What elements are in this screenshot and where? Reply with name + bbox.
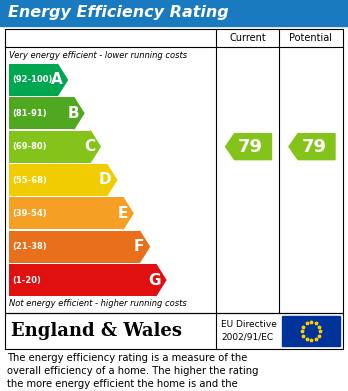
Text: (81-91): (81-91) — [12, 109, 47, 118]
Polygon shape — [123, 197, 133, 229]
Text: 79: 79 — [301, 138, 326, 156]
Bar — [9, 131, 90, 163]
Polygon shape — [106, 164, 117, 196]
Text: F: F — [134, 239, 144, 254]
Text: EU Directive
2002/91/EC: EU Directive 2002/91/EC — [221, 320, 277, 342]
Text: Not energy efficient - higher running costs: Not energy efficient - higher running co… — [9, 300, 187, 308]
Text: England & Wales: England & Wales — [11, 322, 182, 340]
Bar — [5, 29, 343, 313]
Polygon shape — [156, 264, 166, 296]
Polygon shape — [289, 134, 335, 160]
Bar — [9, 264, 156, 296]
Bar — [9, 164, 106, 196]
Text: (39-54): (39-54) — [12, 209, 47, 218]
Text: Energy Efficiency Rating: Energy Efficiency Rating — [8, 5, 229, 20]
Text: B: B — [67, 106, 79, 121]
Text: (55-68): (55-68) — [12, 176, 47, 185]
Text: A: A — [51, 72, 62, 88]
Polygon shape — [90, 131, 100, 163]
Text: (21-38): (21-38) — [12, 242, 47, 251]
Text: (69-80): (69-80) — [12, 142, 47, 151]
Text: G: G — [148, 273, 161, 287]
Text: Potential: Potential — [290, 33, 332, 43]
Polygon shape — [226, 134, 271, 160]
Text: 79: 79 — [238, 138, 263, 156]
Bar — [9, 231, 140, 263]
Text: D: D — [99, 172, 112, 188]
Text: Very energy efficient - lower running costs: Very energy efficient - lower running co… — [9, 52, 187, 61]
Bar — [5, 313, 343, 349]
Text: (92-100): (92-100) — [12, 75, 53, 84]
Text: E: E — [118, 206, 128, 221]
Bar — [9, 64, 57, 96]
Text: (1-20): (1-20) — [12, 276, 41, 285]
Bar — [9, 197, 123, 229]
Bar — [282, 316, 340, 346]
Polygon shape — [140, 231, 149, 263]
Bar — [9, 97, 74, 129]
Text: Current: Current — [229, 33, 266, 43]
Text: C: C — [84, 139, 95, 154]
Text: The energy efficiency rating is a measure of the
overall efficiency of a home. T: The energy efficiency rating is a measur… — [7, 353, 259, 391]
Polygon shape — [57, 64, 68, 96]
Bar — [0, 0, 348, 26]
Polygon shape — [74, 97, 84, 129]
